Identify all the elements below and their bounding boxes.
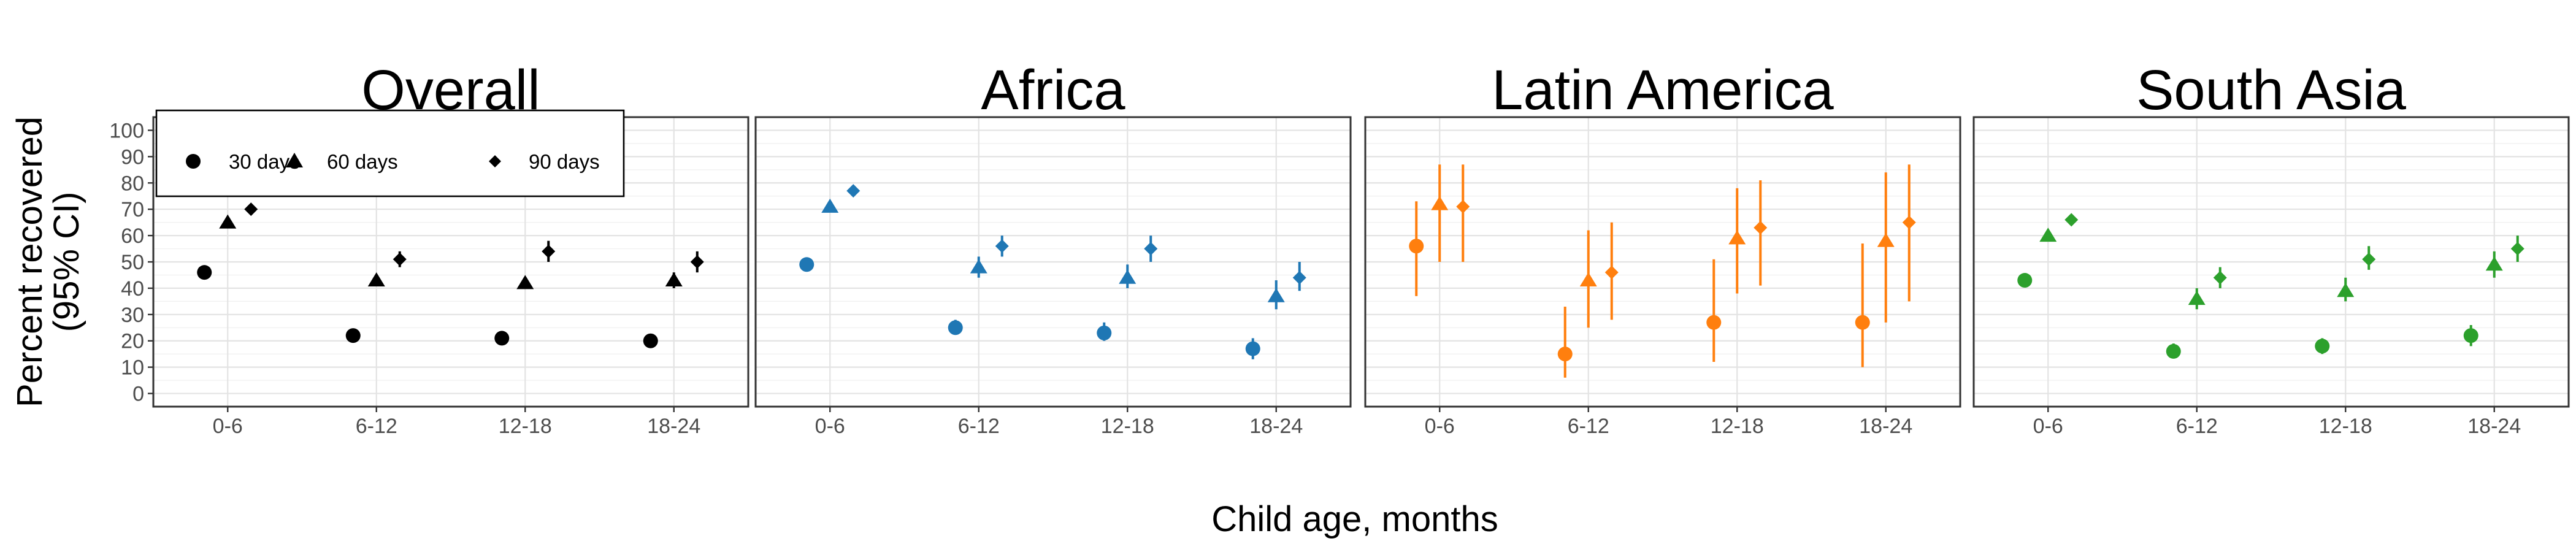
data-point-diamond bbox=[1754, 221, 1768, 235]
data-point-diamond bbox=[244, 202, 258, 217]
data-point-circle bbox=[494, 331, 510, 346]
panel-title: Latin America bbox=[1492, 59, 1834, 121]
legend-label: 30 days bbox=[229, 150, 300, 173]
data-marks bbox=[197, 164, 2524, 378]
x-tick-label: 18-24 bbox=[1249, 415, 1303, 438]
panel-title: South Asia bbox=[2136, 59, 2407, 121]
data-point-circle bbox=[1706, 315, 1722, 330]
data-point-circle bbox=[1245, 341, 1260, 356]
data-point-triangle bbox=[2039, 228, 2057, 242]
data-point-diamond bbox=[690, 255, 704, 269]
legend-box bbox=[155, 109, 625, 197]
y-axis-title-line: Percent recovered bbox=[10, 117, 50, 407]
data-point-diamond bbox=[2362, 252, 2376, 266]
data-point-triangle bbox=[1877, 232, 1895, 247]
data-point-diamond bbox=[1902, 215, 1916, 229]
legend-marker-circle bbox=[186, 154, 201, 169]
x-tick-label: 12-18 bbox=[1711, 415, 1764, 438]
y-tick-label: 30 bbox=[121, 304, 144, 327]
x-tick-label: 0-6 bbox=[815, 415, 845, 438]
data-point-diamond bbox=[2213, 270, 2227, 285]
y-tick-label: 0 bbox=[132, 383, 144, 406]
data-point-diamond bbox=[393, 252, 407, 266]
data-point-triangle bbox=[821, 198, 839, 213]
data-point-triangle bbox=[665, 272, 683, 287]
y-tick-label: 10 bbox=[121, 356, 144, 380]
data-point-circle bbox=[1409, 239, 1424, 254]
x-tick-label: 18-24 bbox=[647, 415, 700, 438]
panel-frame bbox=[1972, 116, 2570, 408]
y-axis-title-line: (95% CI) bbox=[47, 192, 86, 332]
data-point-triangle bbox=[367, 272, 385, 287]
data-point-circle bbox=[1855, 315, 1870, 330]
data-point-triangle bbox=[2485, 256, 2503, 271]
data-point-circle bbox=[799, 257, 815, 272]
y-tick-label: 50 bbox=[121, 251, 144, 274]
data-point-diamond bbox=[1292, 270, 1306, 285]
x-tick-label: 18-24 bbox=[1859, 415, 1912, 438]
panel-frame bbox=[754, 116, 1352, 408]
data-point-triangle bbox=[2337, 283, 2355, 297]
data-point-triangle bbox=[2188, 291, 2206, 305]
data-point-circle bbox=[197, 265, 212, 280]
y-tick-label: 80 bbox=[121, 172, 144, 195]
data-point-triangle bbox=[970, 259, 987, 274]
x-tick-label: 6-12 bbox=[356, 415, 397, 438]
data-point-circle bbox=[1097, 325, 1112, 340]
data-point-diamond bbox=[1604, 266, 1619, 280]
legend-marker-triangle bbox=[286, 153, 303, 167]
data-point-triangle bbox=[219, 214, 237, 229]
data-point-triangle bbox=[1579, 272, 1597, 287]
data-point-circle bbox=[2166, 343, 2181, 359]
legend: 30 days 60 days 90 days bbox=[155, 109, 625, 197]
legend-label: 60 days bbox=[327, 150, 398, 173]
data-point-diamond bbox=[2064, 213, 2079, 227]
y-tick-label: 40 bbox=[121, 277, 144, 301]
data-point-circle bbox=[948, 320, 963, 335]
data-point-circle bbox=[2315, 339, 2330, 354]
x-tick-label: 12-18 bbox=[1101, 415, 1154, 438]
data-point-diamond bbox=[1456, 199, 1470, 213]
data-point-triangle bbox=[1431, 196, 1449, 210]
data-point-circle bbox=[2463, 328, 2478, 343]
x-tick-label: 18-24 bbox=[2467, 415, 2521, 438]
data-point-circle bbox=[1557, 347, 1573, 362]
data-point-circle bbox=[643, 333, 658, 348]
x-tick-label: 6-12 bbox=[1568, 415, 1609, 438]
y-tick-label: 70 bbox=[121, 198, 144, 221]
x-tick-label: 6-12 bbox=[2176, 415, 2218, 438]
x-tick-label: 0-6 bbox=[1425, 415, 1455, 438]
x-tick-label: 0-6 bbox=[2033, 415, 2063, 438]
y-tick-label: 60 bbox=[121, 224, 144, 248]
data-point-diamond bbox=[2510, 242, 2524, 256]
y-tick-label: 100 bbox=[109, 119, 144, 142]
data-point-circle bbox=[2017, 273, 2033, 288]
data-point-triangle bbox=[1119, 269, 1137, 284]
data-point-diamond bbox=[995, 239, 1009, 253]
y-tick-label: 20 bbox=[121, 330, 144, 353]
legend-label: 90 days bbox=[529, 150, 600, 173]
data-point-triangle bbox=[516, 275, 534, 289]
data-point-diamond bbox=[1144, 242, 1158, 256]
x-tick-label: 0-6 bbox=[213, 415, 243, 438]
data-point-diamond bbox=[846, 184, 861, 198]
data-point-triangle bbox=[1267, 288, 1285, 302]
x-tick-label: 12-18 bbox=[2319, 415, 2372, 438]
data-point-circle bbox=[345, 328, 361, 343]
panel-frame bbox=[1364, 116, 1961, 408]
y-tick-label: 90 bbox=[121, 145, 144, 169]
legend-marker-diamond bbox=[489, 155, 501, 167]
x-axis-title: Child age, months bbox=[1211, 499, 1498, 539]
x-tick-label: 12-18 bbox=[499, 415, 552, 438]
y-axis-title: Percent recovered(95% CI) bbox=[10, 117, 86, 407]
x-tick-label: 6-12 bbox=[958, 415, 1000, 438]
data-point-triangle bbox=[1728, 230, 1746, 245]
panel-title: Africa bbox=[981, 59, 1125, 121]
data-point-diamond bbox=[542, 244, 556, 258]
